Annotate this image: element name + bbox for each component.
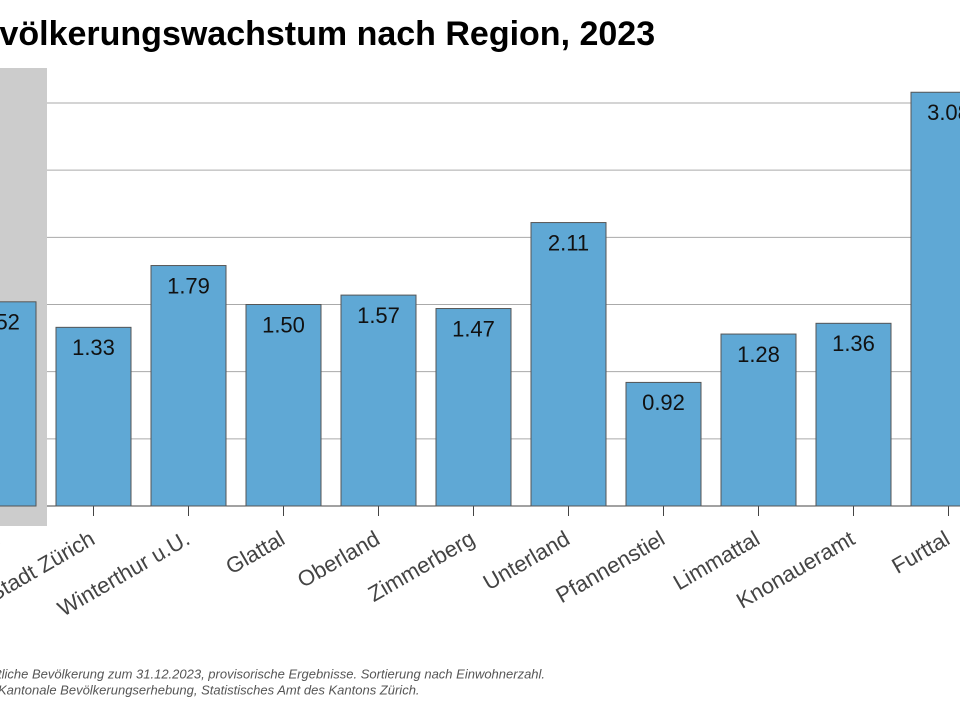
bar bbox=[815, 322, 892, 507]
value-label: 1.57 bbox=[357, 303, 400, 328]
bar bbox=[625, 381, 702, 507]
x-tick-label: Pfannenstiel bbox=[552, 526, 669, 608]
bar bbox=[530, 222, 607, 507]
value-label: 0.92 bbox=[642, 390, 685, 415]
value-label: 1.36 bbox=[832, 331, 875, 356]
value-label: 1.28 bbox=[737, 342, 780, 367]
bar bbox=[720, 333, 797, 507]
x-tick-label: Furttal bbox=[887, 526, 954, 579]
bar bbox=[910, 91, 960, 507]
bar bbox=[245, 304, 322, 507]
bar bbox=[340, 294, 417, 507]
value-label: 1.50 bbox=[262, 312, 305, 337]
value-label: 1.79 bbox=[167, 273, 210, 298]
bar bbox=[435, 308, 512, 507]
bar bbox=[55, 326, 132, 507]
value-label: 3.08 bbox=[927, 100, 960, 125]
source: Kantonale Bevölkerungserhebung, Statisti… bbox=[0, 682, 420, 697]
value-label: 1.47 bbox=[452, 316, 495, 341]
note: tliche Bevölkerung zum 31.12.2023, provi… bbox=[0, 666, 545, 681]
chart-title: Bevölkerungswachstum nach Region, 2023 bbox=[0, 15, 655, 53]
bar bbox=[0, 301, 37, 507]
x-tick-label: Glattal bbox=[221, 526, 289, 579]
value-label: 1.33 bbox=[72, 335, 115, 360]
bar bbox=[150, 265, 227, 507]
value-label: 2.11 bbox=[548, 230, 589, 255]
value-label: 1.52 bbox=[0, 310, 20, 335]
x-tick-label: Zimmerberg bbox=[364, 526, 479, 607]
